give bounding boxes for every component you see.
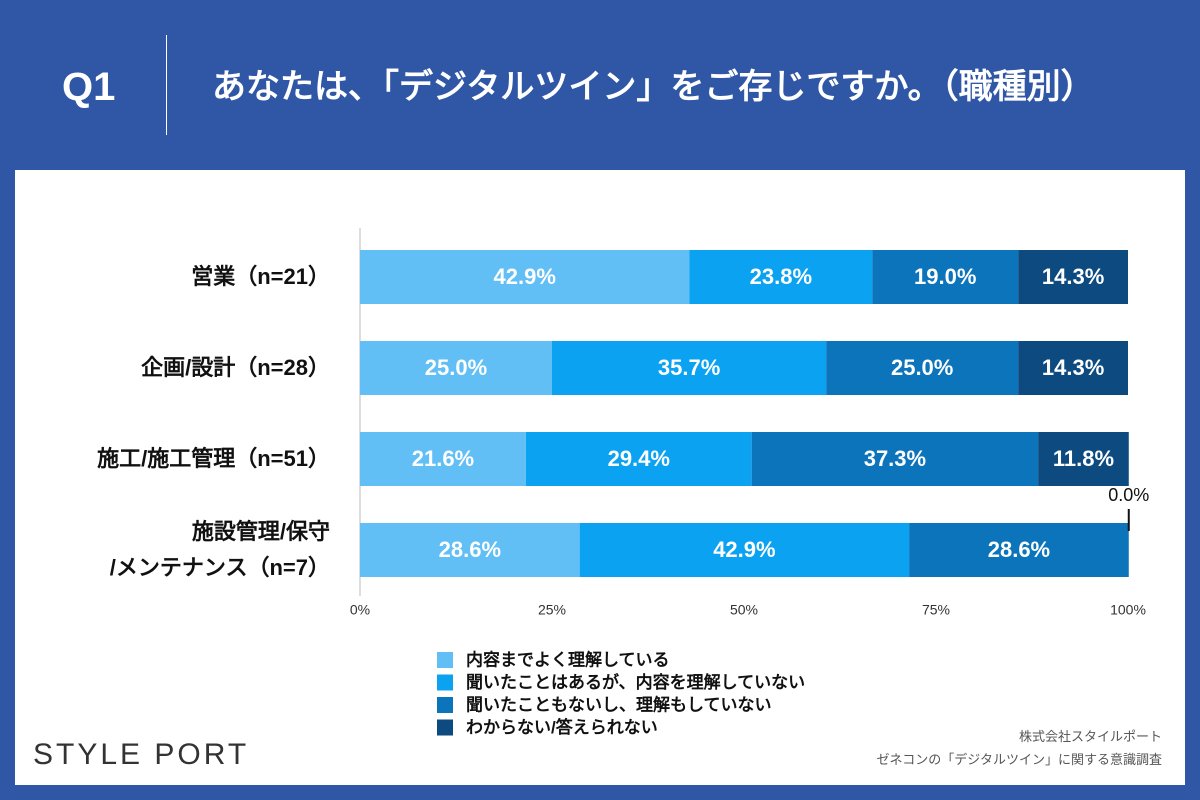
bar-segment [360, 341, 552, 395]
category-label: 企画/設計（n=28） [141, 355, 330, 380]
legend-label: 聞いたこともないし、理解もしていない [466, 694, 772, 714]
legend-label: わからない/答えられない [466, 717, 658, 737]
x-tick-label: 100% [1110, 602, 1146, 618]
x-tick-label: 50% [730, 602, 758, 618]
value-label: 21.6% [412, 446, 474, 471]
category-label: 営業（n=21） [191, 264, 330, 289]
bar-segment [909, 523, 1129, 577]
x-tick-label: 0% [350, 602, 370, 618]
value-label: 23.8% [750, 264, 812, 289]
legend-label: 聞いたことはあるが、内容を理解していない [466, 672, 805, 692]
bar-segment [360, 250, 690, 304]
bar-segment [360, 523, 580, 577]
logo: STYLE PORT [33, 738, 250, 771]
x-tick-label: 25% [538, 602, 566, 618]
value-label: 29.4% [608, 446, 670, 471]
question-label: Q1 [62, 65, 116, 109]
value-label: 35.7% [658, 355, 720, 380]
legend-swatch [437, 652, 453, 668]
bar-segment [525, 432, 752, 486]
value-label: 42.9% [494, 264, 556, 289]
value-label: 37.3% [864, 446, 926, 471]
bar-segment [1018, 341, 1128, 395]
legend-swatch [437, 674, 453, 691]
value-label: 28.6% [439, 537, 501, 562]
source-survey: ゼネコンの「デジタルツイン」に関する意識調査 [876, 752, 1162, 767]
category-label: 施工/施工管理（n=51） [97, 446, 330, 471]
bar-segment [751, 432, 1039, 486]
legend-swatch [437, 719, 453, 736]
divider [166, 35, 167, 135]
bar-segment [360, 432, 526, 486]
chart-title: あなたは、「デジタルツイン」をご存じですか。（職種別） [212, 68, 1095, 106]
value-label: 25.0% [891, 355, 953, 380]
source-company: 株式会社スタイルポート [1018, 729, 1162, 744]
legend-label: 内容までよく理解している [466, 649, 670, 669]
value-label: 14.3% [1042, 355, 1104, 380]
bar-segment [1018, 250, 1128, 304]
bar-segment [1038, 432, 1129, 486]
value-label: 11.8% [1053, 446, 1114, 471]
category-label: 施設管理/保守 /メンテナンス（n=7） [109, 519, 330, 580]
value-label: 14.3% [1042, 264, 1104, 289]
bar-segment [689, 250, 873, 304]
value-label: 42.9% [713, 537, 775, 562]
value-label: 0.0% [1108, 485, 1149, 505]
legend-swatch [437, 697, 453, 713]
bar-segment [579, 523, 910, 577]
x-tick-label: 75% [922, 602, 950, 618]
value-label: 28.6% [988, 537, 1050, 562]
bar-segment [872, 250, 1019, 304]
value-label: 25.0% [425, 355, 487, 380]
bar-segment [826, 341, 1019, 395]
value-label: 19.0% [914, 264, 976, 289]
bar-segment [552, 341, 827, 395]
